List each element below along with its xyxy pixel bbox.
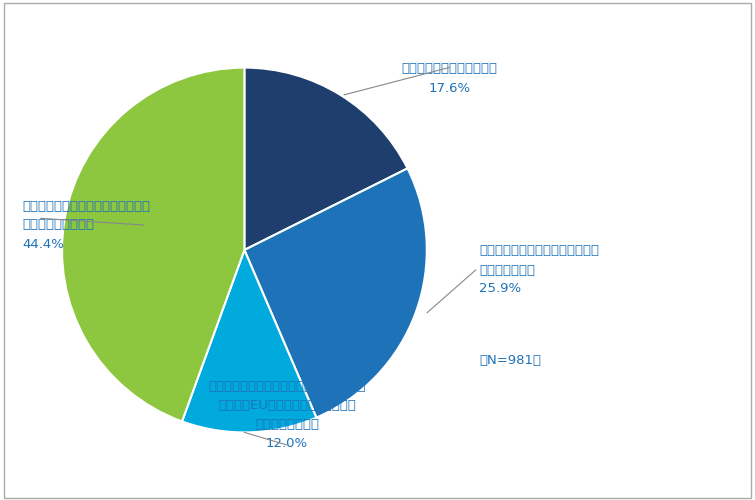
Wedge shape <box>182 250 316 432</box>
Wedge shape <box>245 168 427 418</box>
Wedge shape <box>62 68 245 422</box>
Text: 現在はやりとりがないが、今後や
りとりする予定
25.9%: 現在はやりとりがないが、今後や りとりする予定 25.9% <box>479 244 599 296</box>
Text: 現在、やりとりをしている
17.6%: 現在、やりとりをしている 17.6% <box>401 62 498 94</box>
Wedge shape <box>245 68 408 250</box>
Text: これまでやりとりがあったが、GDPR施
行以降、EU、日本それぞれでデータ
の処理をしている
12.0%: これまでやりとりがあったが、GDPR施 行以降、EU、日本それぞれでデータ の処… <box>208 380 365 450</box>
Text: 現在、やりとりはなく、今後もやり
とりする予定はない
44.4%: 現在、やりとりはなく、今後もやり とりする予定はない 44.4% <box>23 200 151 250</box>
Text: （N=981）: （N=981） <box>479 354 541 366</box>
